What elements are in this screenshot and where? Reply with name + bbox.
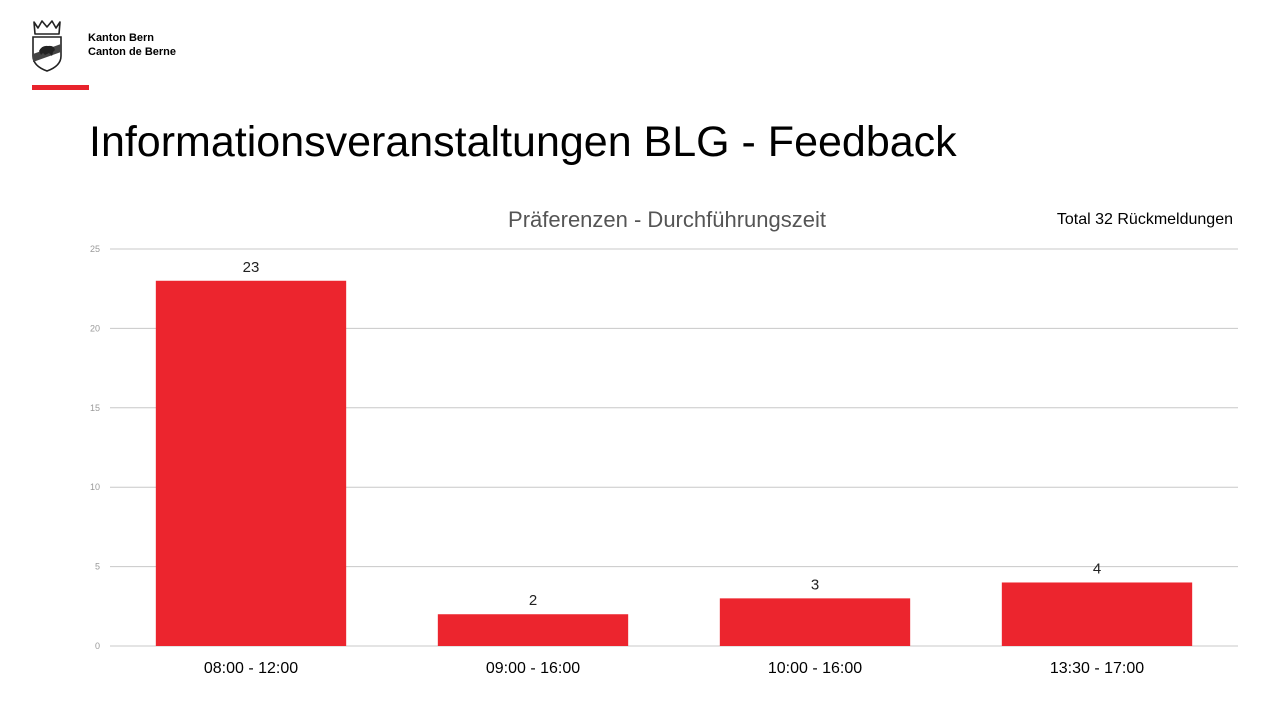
- bar: [155, 280, 347, 646]
- y-tick-label: 10: [90, 482, 100, 492]
- bern-coat-of-arms-icon: [32, 20, 62, 72]
- accent-line: [32, 85, 89, 90]
- org-line-1: Kanton Bern: [88, 32, 154, 44]
- y-tick-label: 25: [90, 244, 100, 254]
- x-tick-label: 13:30 - 17:00: [1050, 660, 1144, 677]
- data-label: 3: [811, 576, 819, 593]
- data-label: 2: [529, 592, 537, 609]
- y-tick-label: 15: [90, 403, 100, 413]
- data-label: 23: [243, 259, 260, 276]
- org-line-2: Canton de Berne: [88, 46, 177, 58]
- y-tick-label: 0: [95, 641, 100, 651]
- bar: [719, 598, 911, 646]
- chart-title: Präferenzen - Durchführungszeit: [508, 207, 826, 232]
- bar: [1001, 582, 1193, 646]
- y-tick-label: 5: [95, 562, 100, 572]
- y-tick-label: 20: [90, 323, 100, 333]
- x-tick-label: 08:00 - 12:00: [204, 660, 298, 677]
- data-label: 4: [1093, 560, 1101, 577]
- page-title: Informationsveranstaltungen BLG - Feedba…: [89, 118, 957, 166]
- responses-total-note: Total 32 Rückmeldungen: [1056, 211, 1233, 228]
- bar: [437, 614, 629, 646]
- x-tick-label: 10:00 - 16:00: [768, 660, 862, 677]
- x-tick-label: 09:00 - 16:00: [486, 660, 580, 677]
- organization-name: Kanton Bern Canton de Berne: [88, 31, 176, 59]
